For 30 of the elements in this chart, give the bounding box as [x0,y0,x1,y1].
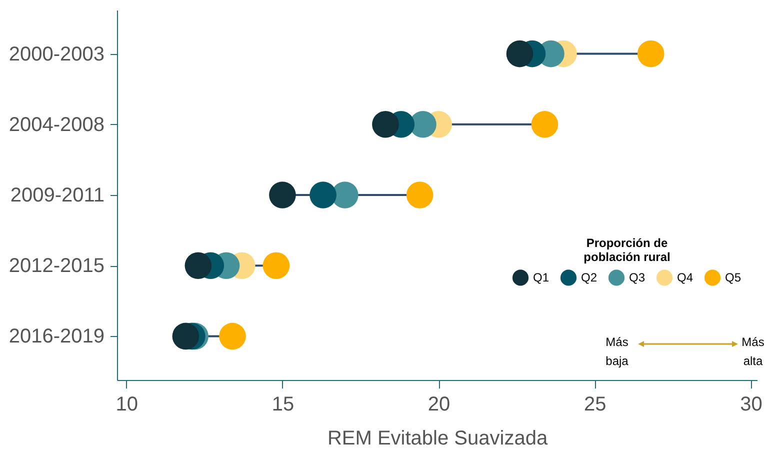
legend-label: Q1 [533,270,550,285]
x-axis-title: REM Evitable Suavizada [327,428,548,450]
point [506,40,534,68]
point [406,182,434,208]
point [310,182,336,208]
x-tick-label: 30 [740,394,762,416]
y-tick-label: 2016-2019 [8,326,104,348]
point [637,40,664,68]
x-tick-label: 10 [116,394,138,416]
legend-label: Q4 [677,270,694,285]
annotation: Más baja [604,334,630,370]
y-tick-label: 2004-2008 [8,114,104,136]
legend-label: Q2 [581,270,598,285]
x-tick-label: 20 [428,394,450,416]
y-tick-label: 2012-2015 [8,255,104,278]
legend-label: Q3 [629,270,646,285]
point [372,111,399,138]
x-tick-label: 25 [584,394,606,416]
legend-title: Proporción de población rural [584,236,670,264]
point [219,322,246,350]
point [262,252,290,279]
point [172,322,200,350]
legend-label: Q5 [725,270,742,285]
y-tick-label: 2000-2003 [8,43,104,66]
point [531,111,558,138]
point [184,252,212,279]
annotation: Más alta [740,334,766,370]
y-tick-label: 2009-2011 [10,184,104,206]
x-tick-label: 15 [272,394,294,416]
point [269,182,296,208]
